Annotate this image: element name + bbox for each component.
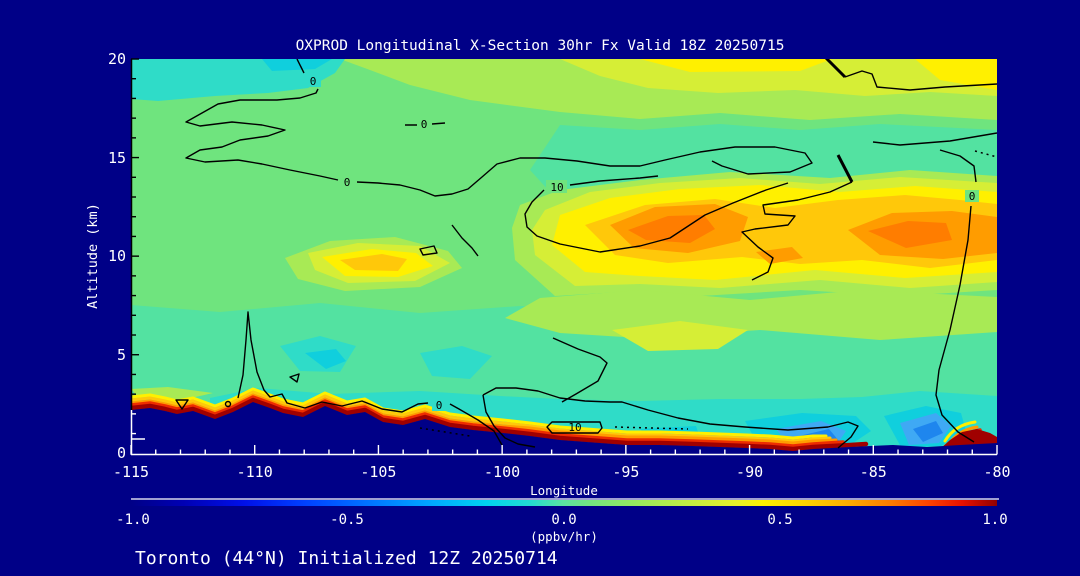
colorbar-tick-labels: -1.0 -0.5 0.0 0.5 1.0: [116, 512, 1008, 528]
contour-short-descent: [451, 224, 479, 257]
contour-ten-wrap-left: [524, 182, 789, 253]
contour-right-descent-a: [939, 149, 977, 183]
x-tick--90: -90: [736, 463, 763, 481]
contour-label-halo: [965, 190, 979, 202]
fill-brightcyan-patch: [305, 349, 346, 369]
contour-tiny-circle-a: [224, 400, 232, 408]
contour-label-0-c: 0: [344, 176, 351, 189]
y-tick-5: 5: [117, 346, 126, 364]
contour-label-0-d: 0: [436, 399, 443, 412]
contour-label-halo: [340, 175, 355, 188]
contour-bottom-long: [482, 387, 859, 449]
fill-yelloworange-blob-core: [340, 254, 407, 271]
x-tick--100: -100: [484, 463, 520, 481]
colorbar-gradient: [131, 500, 997, 506]
fill-blue-b: [913, 421, 943, 442]
colorbar: -1.0 -0.5 0.0 0.5 1.0 (ppbv/hr): [116, 498, 1008, 544]
contour-tiny-triangle-a: [175, 399, 189, 410]
contour-staircase: [741, 181, 853, 281]
x-tick--80: -80: [983, 463, 1010, 481]
fill-orange-small: [756, 247, 803, 264]
contour-zero-swirl: [356, 146, 813, 197]
y-tick-0: 0: [117, 444, 126, 462]
x-tick--105: -105: [360, 463, 396, 481]
contour-thick-segment-top: [824, 59, 847, 79]
contour-left-edge-wiggle: [552, 337, 608, 403]
x-tick--115: -115: [113, 463, 149, 481]
y-tick-15: 15: [108, 149, 126, 167]
x-tick--85: -85: [860, 463, 887, 481]
contour-terrain-spike: [237, 311, 429, 413]
y-tick-labels: 20 15 10 5 0: [108, 50, 126, 462]
surface-layer-red: [131, 395, 845, 448]
axes: [130, 58, 998, 456]
x-axis-ticks: [130, 445, 998, 455]
contour-label-halo: [417, 118, 432, 130]
y-axis-label: Altitude (km): [85, 203, 101, 309]
contour-tiny-triangle-b: [289, 373, 300, 383]
fill-lime-topright: [560, 59, 997, 96]
cb-tick-0.5: 0.5: [767, 512, 792, 528]
contour-label-0-b: 0: [421, 118, 428, 131]
contour-label-0-e: 0: [969, 190, 976, 203]
contour-zero-upperleft-a: [296, 59, 305, 74]
contour-surface-descent: [449, 403, 503, 446]
fill-brightcyan-top: [262, 59, 332, 71]
contour-label-0-a: 0: [310, 75, 317, 88]
terrain-silhouette: [131, 402, 997, 455]
contour-lines: [175, 59, 997, 449]
fill-lime-low-patch: [612, 321, 748, 351]
y-tick-10: 10: [108, 247, 126, 265]
contour-fill-layers: 0 0 0 10 0 10 0: [131, 59, 997, 455]
surface-warm-layers: [131, 387, 982, 452]
plot-title: OXPROD Longitudinal X-Section 30hr Fx Va…: [296, 38, 785, 54]
surface-layer-orange: [131, 393, 838, 445]
contour-thick-segment-east: [836, 154, 854, 183]
cb-tick-0.0: 0.0: [551, 512, 576, 528]
fill-cyan-patch-b: [420, 346, 492, 379]
cb-tick--1.0: -1.0: [116, 512, 150, 528]
fill-yellow-top-streak: [640, 59, 832, 72]
plot-footer: Toronto (44°N) Initialized 12Z 20250714: [135, 548, 558, 569]
east-blob-fringe-yellow: [943, 420, 977, 443]
cb-tick-1.0: 1.0: [982, 512, 1007, 528]
surface-layer-yellow: [131, 387, 828, 440]
contour-label-halo: [432, 398, 447, 411]
colorbar-units-label: (ppbv/hr): [530, 529, 598, 544]
y-axis-ticks: [131, 58, 139, 435]
contour-label-halo: [306, 74, 321, 87]
contour-ten-wrap-right: [569, 175, 659, 186]
contour-label-halo: [546, 180, 567, 193]
contour-right-descent-b: [935, 205, 975, 443]
surface-layer-yellow-orange: [131, 390, 832, 443]
fill-ygreen-right-band: [505, 290, 997, 340]
contour-label-10-banner: 10: [568, 421, 581, 434]
surface-layer-dark-red: [131, 397, 869, 452]
contour-label-group: 0 0 0 10 0 10 0: [306, 74, 979, 434]
fill-deeporange-east: [868, 221, 952, 248]
contour-label-10-a: 10: [550, 181, 563, 194]
y-tick-20: 20: [108, 50, 126, 68]
contour-banner-outline: [546, 421, 603, 434]
contour-zero-upperleft-b: [185, 88, 339, 181]
contour-dotted-segments: [419, 150, 997, 437]
contour-right-mid: [872, 132, 997, 146]
contour-topright: [844, 70, 997, 91]
x-tick--95: -95: [612, 463, 639, 481]
contour-bottom-branch: [482, 394, 536, 448]
contour-zero-tiny-marks: [405, 122, 446, 126]
cb-tick--0.5: -0.5: [330, 512, 364, 528]
x-tick-labels: -115 -110 -105 -100 -95 -90 -85 -80: [113, 463, 1011, 481]
fill-yellow-top-corner: [915, 59, 997, 90]
x-axis-label: Longitude: [530, 483, 598, 498]
x-tick--110: -110: [237, 463, 273, 481]
contour-tiny-quad: [419, 245, 438, 256]
